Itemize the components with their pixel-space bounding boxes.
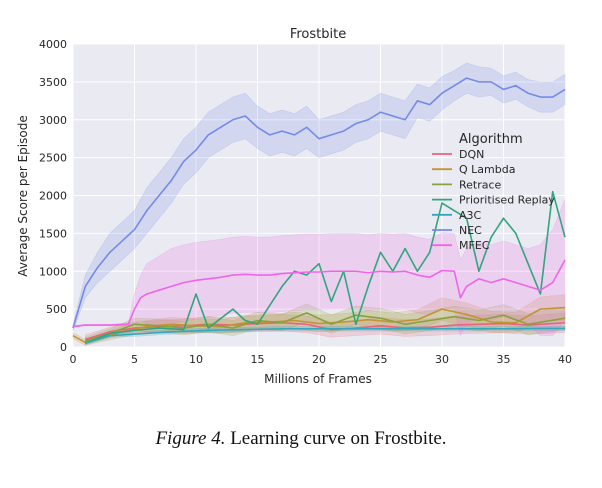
y-tick-label: 2000	[39, 190, 67, 203]
legend-label-q-lambda: Q Lambda	[459, 163, 515, 176]
x-tick-label: 25	[374, 353, 388, 366]
line-prioritised-replay	[85, 190, 566, 344]
figure-caption: Figure 4. Learning curve on Frostbite.	[0, 428, 602, 450]
y-tick-label: 4000	[39, 38, 67, 51]
x-tick-label: 0	[70, 353, 77, 366]
y-tick-label: 500	[46, 303, 67, 316]
legend-label-mfec: MFEC	[459, 239, 490, 252]
x-tick-label: 20	[312, 353, 326, 366]
y-axis-label: Average Score per Episode	[16, 115, 30, 276]
y-tick-label: 0	[60, 341, 67, 354]
x-axis-label: Millions of Frames	[264, 372, 372, 386]
series-lines	[72, 77, 566, 344]
caption-text: Learning curve on Frostbite.	[230, 428, 447, 449]
x-tick-label: 40	[558, 353, 572, 366]
band-mfec	[72, 199, 566, 337]
chart-title: Frostbite	[290, 27, 346, 42]
legend-label-nec: NEC	[459, 224, 482, 237]
y-tick-label: 1500	[39, 227, 67, 240]
x-tick-label: 15	[251, 353, 265, 366]
y-tick-label: 3000	[39, 114, 67, 127]
x-tick-labels: 0 5 10 15 20 25 30 35 40	[70, 353, 573, 366]
y-tick-label: 1000	[39, 265, 67, 278]
line-nec	[72, 77, 566, 329]
legend-label-retrace: Retrace	[459, 178, 502, 191]
line-retrace	[85, 312, 566, 342]
legend-label-dqn: DQN	[459, 148, 484, 161]
line-mfec	[72, 259, 566, 328]
band-retrace	[85, 303, 566, 346]
x-tick-label: 5	[131, 353, 138, 366]
grid	[72, 43, 566, 348]
band-nec	[72, 62, 566, 332]
y-tick-labels: 0 500 1000 1500 2000 2500 3000 3500 4000	[39, 38, 67, 354]
legend-label-prioritised-replay: Prioritised Replay	[459, 194, 555, 207]
x-tick-label: 35	[497, 353, 511, 366]
line-a3c	[85, 327, 565, 344]
figure-number: Figure 4.	[155, 428, 226, 449]
legend-label-a3c: A3C	[459, 209, 482, 222]
legend: Algorithm DQN Q Lambda Retrace Prioritised …	[432, 132, 555, 252]
y-tick-label: 2500	[39, 152, 67, 165]
y-tick-label: 3500	[39, 76, 67, 89]
band-q-lambda	[72, 294, 566, 346]
x-tick-label: 10	[189, 353, 203, 366]
x-tick-label: 30	[435, 353, 449, 366]
legend-title: Algorithm	[459, 132, 523, 147]
line-q-lambda	[72, 306, 566, 344]
chart: 0 5 10 15 20 25 30 35 40 0 500 1000 1500 2000 2500 300…	[16, 27, 573, 386]
